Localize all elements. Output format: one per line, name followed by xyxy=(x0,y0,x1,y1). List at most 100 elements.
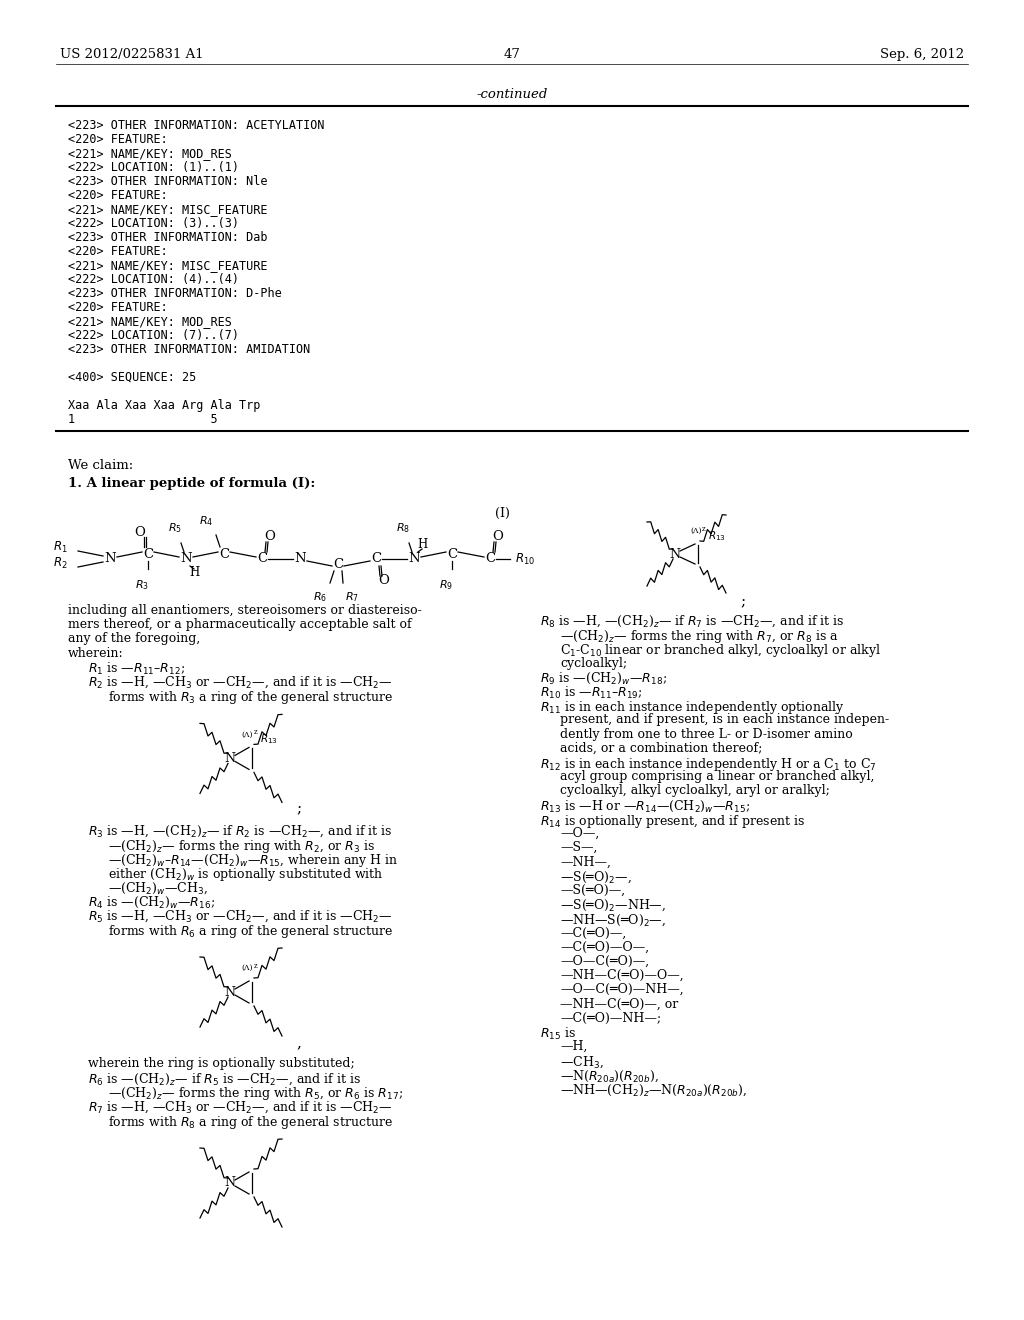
Text: O: O xyxy=(493,531,504,544)
Text: $R_{11}$ is in each instance independently optionally: $R_{11}$ is in each instance independent… xyxy=(540,700,845,717)
Text: <220> FEATURE:: <220> FEATURE: xyxy=(68,246,168,257)
Text: Xaa Ala Xaa Xaa Arg Ala Trp: Xaa Ala Xaa Xaa Arg Ala Trp xyxy=(68,399,260,412)
Text: $R_{13}$ is —H or —$R_{14}$—(CH$_2$)$_w$—$R_{15}$;: $R_{13}$ is —H or —$R_{14}$—(CH$_2$)$_w$… xyxy=(540,799,751,814)
Text: —O—,: —O—, xyxy=(560,828,599,840)
Text: z: z xyxy=(702,525,706,533)
Text: z: z xyxy=(254,729,258,737)
Text: —NH—S(═O)$_2$—,: —NH—S(═O)$_2$—, xyxy=(560,912,666,928)
Text: wherein:: wherein: xyxy=(68,647,124,660)
Text: N: N xyxy=(409,553,420,565)
Text: N: N xyxy=(294,553,306,565)
Text: —C(═O)—NH—;: —C(═O)—NH—; xyxy=(560,1011,662,1024)
Text: <222> LOCATION: (7)..(7): <222> LOCATION: (7)..(7) xyxy=(68,329,239,342)
Text: dently from one to three L- or D-isomer amino: dently from one to three L- or D-isomer … xyxy=(560,727,853,741)
Text: $R_8$ is —H, —(CH$_2$)$_z$— if $R_7$ is —CH$_2$—, and if it is: $R_8$ is —H, —(CH$_2$)$_z$— if $R_7$ is … xyxy=(540,614,845,630)
Text: —O—C(═O)—NH—,: —O—C(═O)—NH—, xyxy=(560,983,684,997)
Text: C: C xyxy=(333,557,343,570)
Text: N: N xyxy=(104,553,116,565)
Text: —N($R_{20a}$)($R_{20b}$),: —N($R_{20a}$)($R_{20b}$), xyxy=(560,1068,658,1084)
Text: H: H xyxy=(188,566,199,579)
Text: —(CH$_2$)$_w$–$R_{14}$—(CH$_2$)$_w$—$R_{15}$, wherein any H in: —(CH$_2$)$_w$–$R_{14}$—(CH$_2$)$_w$—$R_{… xyxy=(108,851,398,869)
Text: —O—C(═O)—,: —O—C(═O)—, xyxy=(560,954,649,968)
Text: acyl group comprising a linear or branched alkyl,: acyl group comprising a linear or branch… xyxy=(560,770,874,783)
Text: $R_9$: $R_9$ xyxy=(439,578,453,591)
Text: C: C xyxy=(371,553,381,565)
Text: —NH—C(═O)—, or: —NH—C(═O)—, or xyxy=(560,998,678,1010)
Text: including all enantiomers, stereoisomers or diastereiso-: including all enantiomers, stereoisomers… xyxy=(68,605,422,616)
Text: $R_{10}$: $R_{10}$ xyxy=(515,552,535,566)
Text: —S(═O)$_2$—,: —S(═O)$_2$—, xyxy=(560,870,632,886)
Text: —CH$_3$,: —CH$_3$, xyxy=(560,1055,603,1069)
Text: cycloalkyl;: cycloalkyl; xyxy=(560,656,627,669)
Text: N: N xyxy=(180,553,191,565)
Text: US 2012/0225831 A1: US 2012/0225831 A1 xyxy=(60,48,204,61)
Text: —(CH$_2$)$_z$— forms the ring with $R_5$, or $R_6$ is $R_{17}$;: —(CH$_2$)$_z$— forms the ring with $R_5$… xyxy=(108,1085,403,1102)
Text: —C(═O)—,: —C(═O)—, xyxy=(560,927,627,940)
Text: C: C xyxy=(219,548,229,561)
Text: $R_7$ is —H, —CH$_3$ or —CH$_2$—, and if it is —CH$_2$—: $R_7$ is —H, —CH$_3$ or —CH$_2$—, and if… xyxy=(88,1100,392,1115)
Text: <221> NAME/KEY: MOD_RES: <221> NAME/KEY: MOD_RES xyxy=(68,315,231,327)
Text: —(CH$_2$)$_z$— forms the ring with $R_2$, or $R_3$ is: —(CH$_2$)$_z$— forms the ring with $R_2$… xyxy=(108,838,375,854)
Text: $R_6$: $R_6$ xyxy=(313,590,327,603)
Text: either (CH$_2$)$_w$ is optionally substituted with: either (CH$_2$)$_w$ is optionally substi… xyxy=(108,866,383,883)
Text: 47: 47 xyxy=(504,48,520,61)
Text: C$_1$-C$_{10}$ linear or branched alkyl, cycloalkyl or alkyl: C$_1$-C$_{10}$ linear or branched alkyl,… xyxy=(560,643,881,660)
Text: —NH—(CH$_2$)$_z$—N($R_{20a}$)($R_{20b}$),: —NH—(CH$_2$)$_z$—N($R_{20a}$)($R_{20b}$)… xyxy=(560,1082,746,1098)
Text: <221> NAME/KEY: MISC_FEATURE: <221> NAME/KEY: MISC_FEATURE xyxy=(68,203,267,216)
Text: (Λ): (Λ) xyxy=(690,527,701,535)
Text: ,: , xyxy=(296,1036,301,1049)
Text: O: O xyxy=(264,531,275,544)
Text: —H,: —H, xyxy=(560,1040,588,1053)
Text: forms with $R_8$ a ring of the general structure: forms with $R_8$ a ring of the general s… xyxy=(108,1114,393,1131)
Text: —S—,: —S—, xyxy=(560,841,597,854)
Text: <223> OTHER INFORMATION: AMIDATION: <223> OTHER INFORMATION: AMIDATION xyxy=(68,343,310,356)
Text: —(CH$_2$)$_w$—CH$_3$,: —(CH$_2$)$_w$—CH$_3$, xyxy=(108,880,208,896)
Text: <220> FEATURE:: <220> FEATURE: xyxy=(68,301,168,314)
Text: <222> LOCATION: (1)..(1): <222> LOCATION: (1)..(1) xyxy=(68,161,239,174)
Text: <223> OTHER INFORMATION: Nle: <223> OTHER INFORMATION: Nle xyxy=(68,176,267,187)
Text: $R_9$ is —(CH$_2$)$_w$—$R_{18}$;: $R_9$ is —(CH$_2$)$_w$—$R_{18}$; xyxy=(540,671,667,686)
Text: <220> FEATURE:: <220> FEATURE: xyxy=(68,133,168,147)
Text: N: N xyxy=(670,548,681,561)
Text: <222> LOCATION: (3)..(3): <222> LOCATION: (3)..(3) xyxy=(68,216,239,230)
Text: forms with $R_3$ a ring of the general structure: forms with $R_3$ a ring of the general s… xyxy=(108,689,393,706)
Text: forms with $R_6$ a ring of the general structure: forms with $R_6$ a ring of the general s… xyxy=(108,923,393,940)
Text: $R_{14}$ is optionally present, and if present is: $R_{14}$ is optionally present, and if p… xyxy=(540,813,806,830)
Text: <400> SEQUENCE: 25: <400> SEQUENCE: 25 xyxy=(68,371,197,384)
Text: <221> NAME/KEY: MISC_FEATURE: <221> NAME/KEY: MISC_FEATURE xyxy=(68,259,267,272)
Text: $R_7$: $R_7$ xyxy=(345,590,359,603)
Text: cycloalkyl, alkyl cycloalkyl, aryl or aralkyl;: cycloalkyl, alkyl cycloalkyl, aryl or ar… xyxy=(560,784,829,797)
Text: O: O xyxy=(379,574,389,587)
Text: $R_8$: $R_8$ xyxy=(396,521,410,535)
Text: —S(═O)—,: —S(═O)—, xyxy=(560,884,625,896)
Text: -continued: -continued xyxy=(476,88,548,102)
Text: We claim:: We claim: xyxy=(68,459,133,473)
Text: <223> OTHER INFORMATION: Dab: <223> OTHER INFORMATION: Dab xyxy=(68,231,267,244)
Text: mers thereof, or a pharmaceutically acceptable salt of: mers thereof, or a pharmaceutically acce… xyxy=(68,618,412,631)
Text: —C(═O)—O—,: —C(═O)—O—, xyxy=(560,941,649,953)
Text: N: N xyxy=(224,986,236,998)
Text: (Λ): (Λ) xyxy=(242,730,253,738)
Text: z: z xyxy=(254,962,258,970)
Text: $R_{12}$ is in each instance independently H or a C$_1$ to C$_7$: $R_{12}$ is in each instance independent… xyxy=(540,756,877,774)
Text: —NH—C(═O)—O—,: —NH—C(═O)—O—, xyxy=(560,969,684,982)
Text: <223> OTHER INFORMATION: D-Phe: <223> OTHER INFORMATION: D-Phe xyxy=(68,286,282,300)
Text: 1                   5: 1 5 xyxy=(68,413,218,426)
Text: $R_5$: $R_5$ xyxy=(168,521,182,535)
Text: N: N xyxy=(224,752,236,764)
Text: $R_6$ is —(CH$_2$)$_z$— if $R_5$ is —CH$_2$—, and if it is: $R_6$ is —(CH$_2$)$_z$— if $R_5$ is —CH$… xyxy=(88,1072,361,1086)
Text: $R_{13}$: $R_{13}$ xyxy=(708,529,726,543)
Text: $R_4$: $R_4$ xyxy=(199,515,213,528)
Text: <223> OTHER INFORMATION: ACETYLATION: <223> OTHER INFORMATION: ACETYLATION xyxy=(68,119,325,132)
Text: $R_4$ is —(CH$_2$)$_w$—$R_{16}$;: $R_4$ is —(CH$_2$)$_w$—$R_{16}$; xyxy=(88,895,215,909)
Text: 1. A linear peptide of formula (I):: 1. A linear peptide of formula (I): xyxy=(68,477,315,490)
Text: wherein the ring is optionally substituted;: wherein the ring is optionally substitut… xyxy=(88,1057,354,1071)
Text: (Λ): (Λ) xyxy=(242,964,253,972)
Text: C: C xyxy=(257,553,267,565)
Text: N: N xyxy=(224,1176,236,1189)
Text: $R_{13}$: $R_{13}$ xyxy=(260,733,278,746)
Text: —NH—,: —NH—, xyxy=(560,855,611,869)
Text: $R_3$: $R_3$ xyxy=(135,578,148,591)
Text: $R_1$ is —$R_{11}$–$R_{12}$;: $R_1$ is —$R_{11}$–$R_{12}$; xyxy=(88,661,185,677)
Text: acids, or a combination thereof;: acids, or a combination thereof; xyxy=(560,742,763,755)
